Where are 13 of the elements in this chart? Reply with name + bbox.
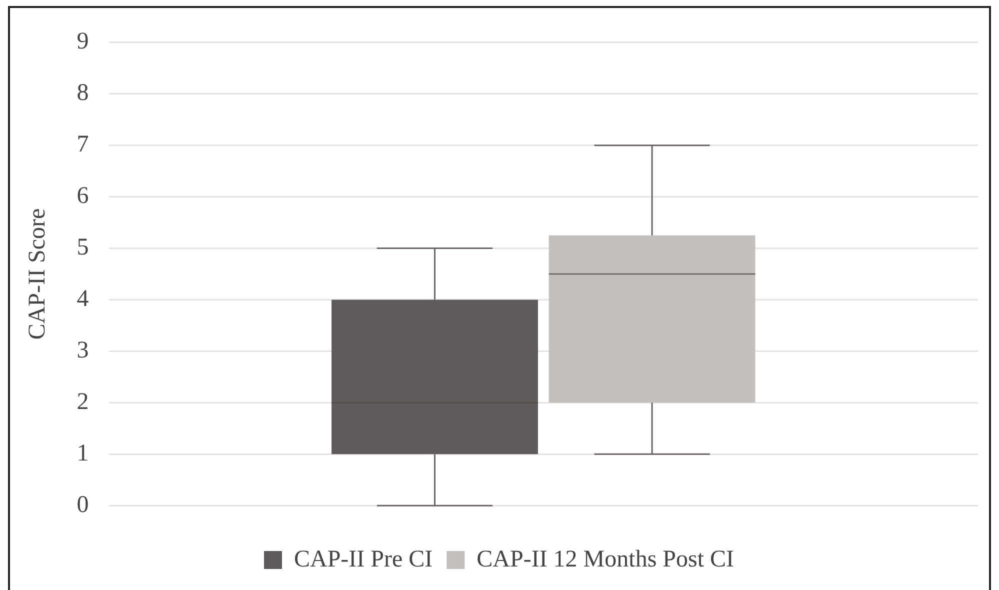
legend-label: CAP-II Pre CI	[294, 546, 433, 572]
y-axis-title: CAP-II Score	[24, 208, 51, 340]
y-tick-label: 5	[76, 234, 89, 261]
y-tick-label: 9	[76, 28, 89, 55]
y-tick-label: 4	[76, 286, 89, 312]
legend-label: CAP-II 12 Months Post CI	[476, 546, 734, 572]
y-tick-label: 3	[76, 337, 89, 364]
y-tick-label: 2	[76, 388, 89, 415]
y-tick-label: 0	[76, 492, 89, 518]
y-tick-label: 7	[76, 132, 89, 158]
y-tick-label: 1	[76, 440, 89, 466]
y-tick-label: 8	[76, 80, 89, 106]
y-tick-label: 6	[76, 183, 89, 210]
